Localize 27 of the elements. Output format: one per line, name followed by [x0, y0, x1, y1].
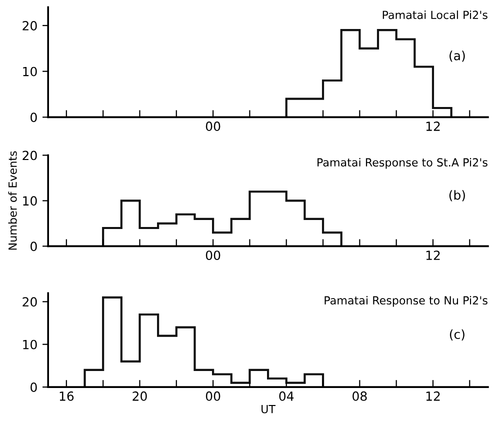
- y-tick-label: 10: [23, 66, 37, 76]
- y-tick-label: 20: [22, 297, 37, 307]
- x-tick-label: 12: [426, 391, 440, 401]
- y-tick-label: 10: [23, 340, 37, 350]
- y-tick-label: 0: [30, 382, 37, 392]
- x-tick-label: 00: [206, 122, 220, 132]
- chart-title: Pamatai Local Pi2's: [382, 10, 488, 20]
- x-tick-label: 16: [60, 391, 74, 401]
- x-tick-label: 20: [132, 391, 147, 401]
- x-tick-label: 12: [426, 122, 440, 131]
- x-tick-label: 08: [352, 391, 367, 401]
- x-tick-label: 00: [206, 391, 220, 401]
- y-axis-title: Number of Events: [8, 151, 17, 250]
- y-tick-label: 20: [22, 150, 37, 160]
- y-tick-label: 20: [22, 20, 37, 30]
- y-tick-label: 0: [30, 112, 37, 122]
- x-tick-label: 00: [206, 250, 220, 260]
- annotation: (b): [449, 190, 465, 202]
- chart-title: Pamatai Response to Nu Pi2's: [324, 296, 488, 307]
- x-tick-label: 04: [279, 391, 294, 401]
- y-tick-label: 0: [30, 242, 37, 252]
- chart-title: Pamatai Response to St.A Pi2's: [318, 158, 488, 169]
- y-tick-label: 10: [23, 196, 37, 206]
- annotation: (a): [450, 50, 465, 62]
- x-tick-label: 12: [426, 250, 440, 260]
- x-axis-title: UT: [262, 405, 276, 414]
- annotation: (c): [450, 329, 464, 340]
